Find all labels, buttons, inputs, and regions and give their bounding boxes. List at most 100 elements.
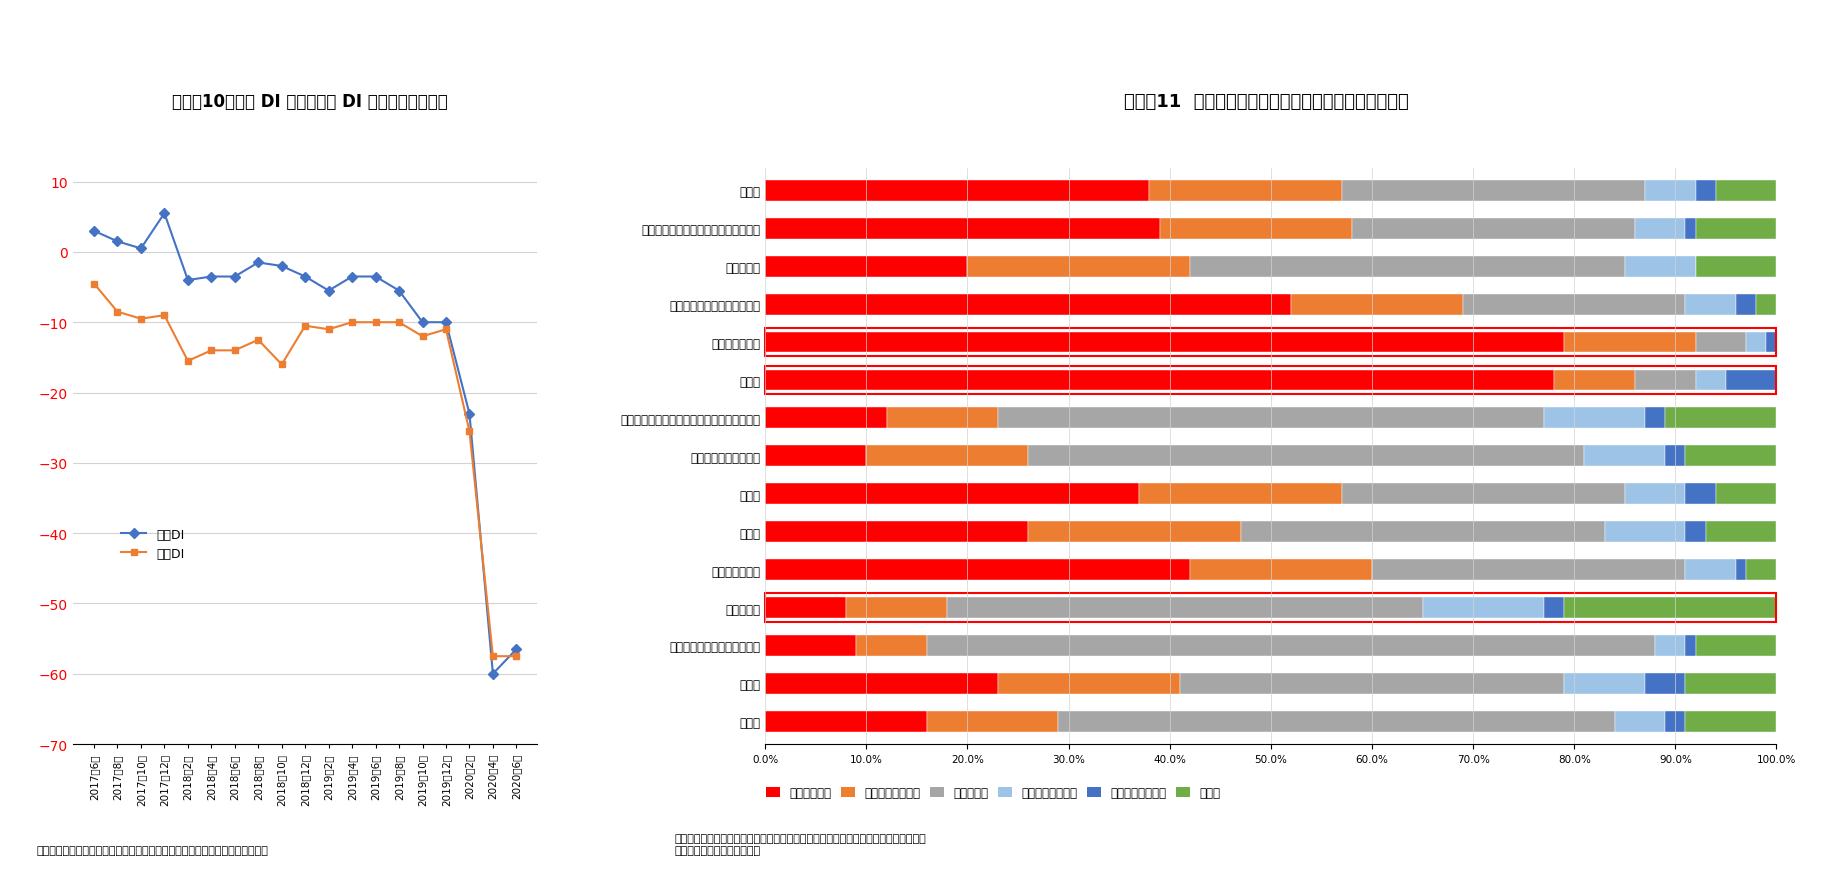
Bar [765,711,927,732]
利益DI [295,321,317,331]
利益DI [435,324,457,335]
Bar [1685,294,1736,315]
売上DI [106,237,128,247]
利益DI [483,651,505,662]
Bar [1685,673,1776,694]
Bar [1685,522,1705,542]
Bar [1634,219,1685,239]
Bar [1563,673,1645,694]
Bar [765,635,856,657]
Bar [1645,408,1665,429]
Bar [1159,219,1352,239]
売上DI [435,317,457,328]
利益DI [459,426,481,437]
売上DI [271,261,293,272]
売上DI [84,226,106,237]
Bar [927,635,1654,657]
売上DI [129,244,151,254]
Bar [1614,711,1665,732]
売上DI [388,286,410,297]
Bar [1725,370,1776,391]
Bar [1665,408,1776,429]
Bar [765,256,967,277]
Bar [947,597,1423,618]
Bar [765,673,998,694]
Bar [1625,484,1685,505]
Bar [1696,219,1776,239]
利益DI [224,346,246,356]
Bar [765,294,1292,315]
売上DI [248,258,270,268]
Bar [765,332,1563,353]
Bar [1745,560,1776,580]
Bar [1685,484,1716,505]
Bar [1685,711,1776,732]
Bar [765,181,1150,201]
Bar [765,328,1776,357]
Bar [1716,181,1776,201]
Bar [765,560,1190,580]
Bar [1190,256,1625,277]
Bar [1736,560,1745,580]
利益DI [84,279,106,290]
Bar [856,635,927,657]
Bar [1756,294,1776,315]
Bar [1696,256,1776,277]
Bar [1543,597,1563,618]
利益DI [248,335,270,346]
利益DI [388,317,410,328]
Bar [1292,294,1463,315]
Bar [1696,635,1776,657]
Bar [765,484,1139,505]
Bar [1645,181,1696,201]
売上DI [295,272,317,283]
利益DI [505,651,527,662]
Bar [1585,446,1665,467]
Bar [765,366,1776,395]
Text: （出所）北洋銀行「道内企業の経営動向調査」を基にニッセイ基礎研究所作成: （出所）北洋銀行「道内企業の経営動向調査」を基にニッセイ基礎研究所作成 [36,845,268,855]
Bar [867,446,1028,467]
Bar [1665,711,1685,732]
利益DI [177,356,199,367]
Bar [998,673,1181,694]
Bar [1685,560,1736,580]
Bar [998,408,1543,429]
Bar [967,256,1190,277]
Bar [1150,181,1341,201]
Bar [1685,635,1696,657]
売上DI [224,272,246,283]
Bar [887,408,998,429]
売上DI [412,317,434,328]
Bar [1696,332,1745,353]
Bar [1716,484,1776,505]
売上DI [153,209,175,220]
利益DI [317,324,339,335]
売上DI [341,272,363,283]
Bar [1423,597,1543,618]
Bar [927,711,1059,732]
Bar [765,219,1159,239]
Line: 利益DI: 利益DI [91,281,519,660]
Bar [1634,370,1696,391]
Bar [1028,446,1585,467]
Bar [1028,522,1241,542]
Bar [1745,332,1766,353]
利益DI [364,317,386,328]
Bar [1139,484,1341,505]
売上DI [177,276,199,286]
Bar [1341,181,1645,201]
Text: 図表－11  新型コロナウイルス感染拡大に伴う経営状況: 図表－11 新型コロナウイルス感染拡大に伴う経営状況 [1124,93,1408,111]
売上DI [200,272,222,283]
Bar [1665,446,1685,467]
利益DI [271,360,293,370]
Bar [1190,560,1372,580]
Bar [1625,256,1696,277]
Bar [1645,673,1685,694]
売上DI [483,669,505,680]
Bar [1605,522,1685,542]
Bar [1685,219,1696,239]
Bar [765,597,845,618]
Legend: 悪化している, やや悪化している, 変わらない, やや好転している, 好転してしている, 無回答: 悪化している, やや悪化している, 変わらない, やや好転している, 好転してし… [762,781,1226,804]
Bar [845,597,947,618]
Line: 売上DI: 売上DI [91,211,519,678]
